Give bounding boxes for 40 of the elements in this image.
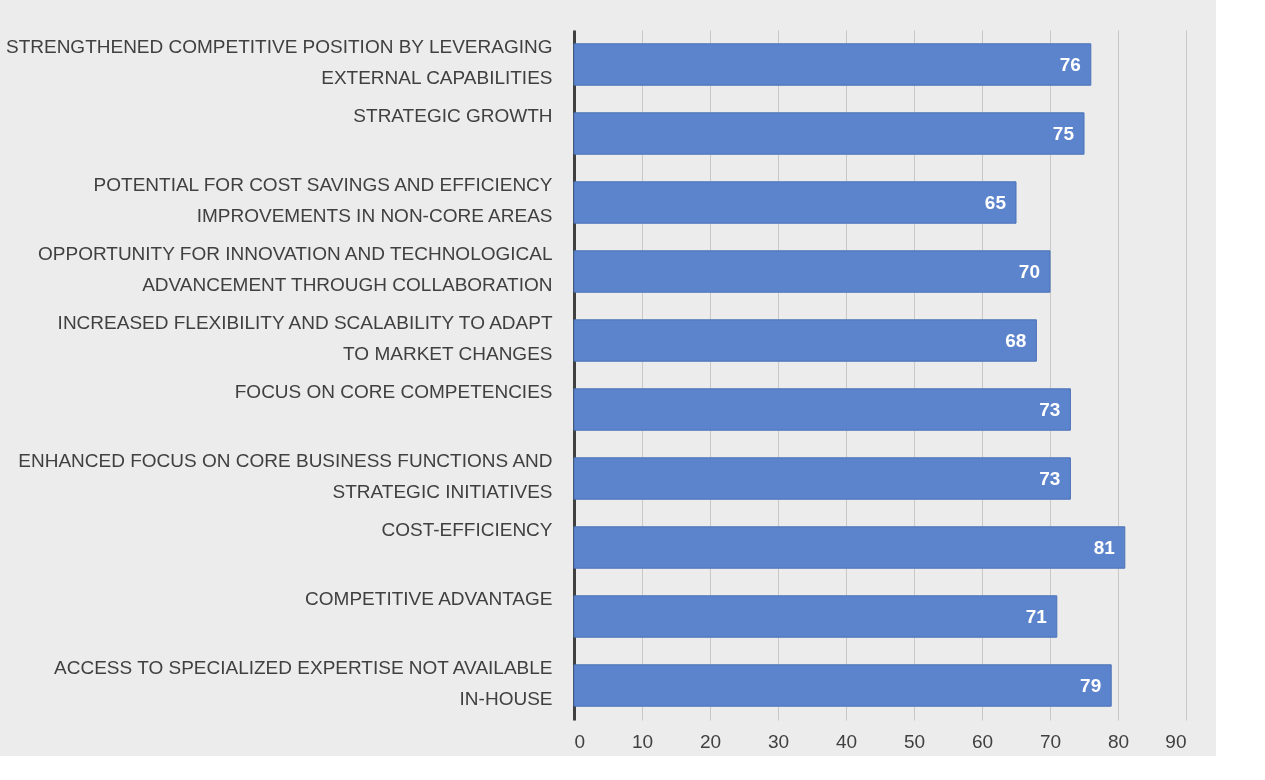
- y-tick-label: OPPORTUNITY FOR INNOVATION AND TECHNOLOGICAL ADVANCEMENT THROUGH COLLABORATION: [38, 242, 553, 295]
- y-tick-label: ACCESS TO SPECIALIZED EXPERTISE NOT AVAILABLE IN-HOUSE: [54, 656, 553, 709]
- bar: [573, 112, 1085, 155]
- y-tick-label: STRENGTHENED COMPETITIVE POSITION BY LEVERAGING EXTERNAL CAPABILITIES: [5, 35, 553, 88]
- data-label: 81: [1093, 536, 1116, 558]
- bar: [573, 526, 1126, 569]
- x-tick-label: 90: [1165, 730, 1187, 752]
- bar: [573, 664, 1112, 707]
- bar: [573, 43, 1092, 86]
- data-label: 65: [984, 191, 1007, 213]
- y-tick-label: INCREASED FLEXIBILITY AND SCALABILITY TO ADAPT TO MARKET CHANGES: [57, 311, 553, 364]
- y-tick-label: STRATEGIC GROWTH: [353, 104, 553, 126]
- y-tick-label: COST-EFFICIENCY: [381, 518, 553, 540]
- y-tick-label: FOCUS ON CORE COMPETENCIES: [234, 380, 553, 402]
- bar: [573, 388, 1071, 431]
- x-tick-label: 50: [903, 730, 926, 752]
- data-label: 73: [1039, 398, 1061, 420]
- x-tick-label: 80: [1107, 730, 1130, 752]
- y-tick-label: COMPETITIVE ADVANTAGE: [305, 587, 553, 609]
- x-tick-label: 10: [631, 730, 654, 752]
- bar: [573, 595, 1058, 638]
- x-tick-label: 60: [971, 730, 994, 752]
- x-tick-label: 70: [1039, 730, 1062, 752]
- y-tick-label: ENHANCED FOCUS ON CORE BUSINESS FUNCTIONS AND STRATEGIC INITIATIVES: [18, 449, 553, 502]
- data-label: 70: [1018, 260, 1040, 282]
- data-label: 75: [1052, 122, 1075, 144]
- data-label: 71: [1025, 605, 1048, 627]
- bar: [573, 250, 1051, 293]
- x-tick-label: 0: [574, 730, 586, 752]
- x-tick-label: 40: [835, 730, 858, 752]
- bar: [573, 457, 1071, 500]
- y-tick-label: POTENTIAL FOR COST SAVINGS AND EFFICIENCY IMPROVEMENTS IN NON-CORE AREAS: [93, 173, 553, 226]
- x-tick-label: 20: [699, 730, 722, 752]
- data-label: 73: [1039, 467, 1061, 489]
- bar: [573, 319, 1037, 362]
- data-label: 76: [1059, 53, 1081, 75]
- bar: [573, 181, 1017, 224]
- data-label: 79: [1080, 674, 1102, 696]
- data-label: 68: [1005, 329, 1027, 351]
- x-tick-label: 30: [767, 730, 790, 752]
